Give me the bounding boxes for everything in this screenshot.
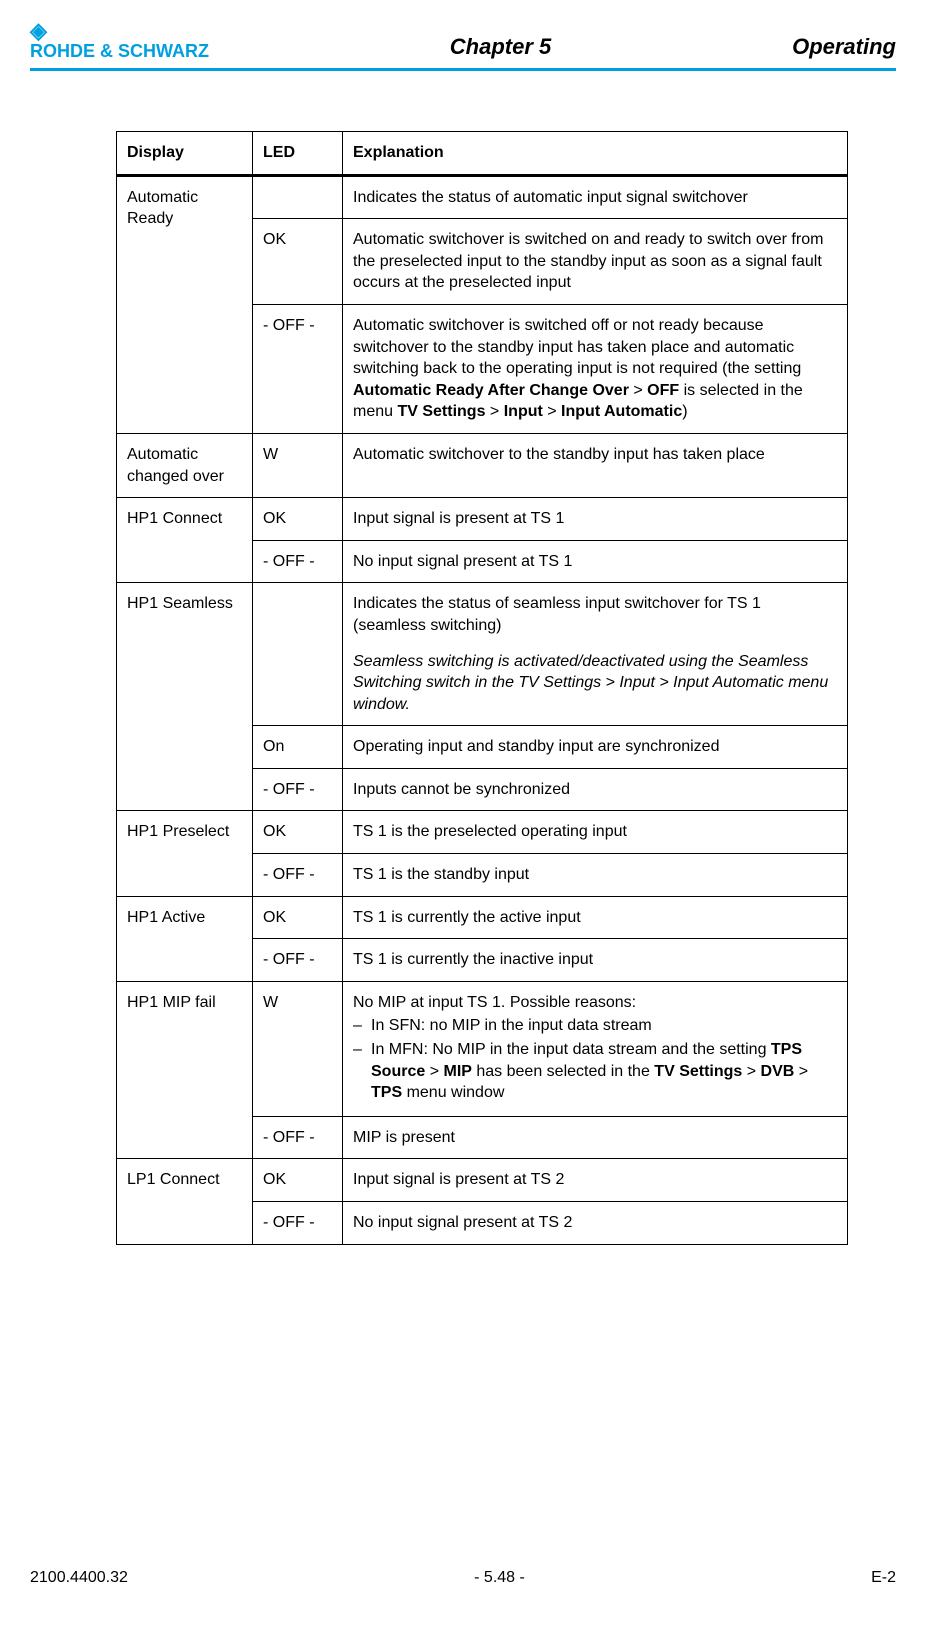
cell-led: - OFF - — [253, 854, 343, 897]
col-display: Display — [117, 132, 253, 176]
chapter-title: Chapter 5 — [450, 34, 551, 60]
cell-led: On — [253, 726, 343, 769]
cell-explanation: Inputs cannot be synchronized — [343, 768, 848, 811]
cell-display: HP1 Connect — [117, 498, 253, 583]
cell-explanation: Input signal is present at TS 2 — [343, 1159, 848, 1202]
text-bold: OFF — [647, 382, 679, 399]
cell-explanation: Automatic switchover to the standby inpu… — [343, 433, 848, 497]
cell-led: - OFF - — [253, 1202, 343, 1245]
table-row: Automatic Ready Indicates the status of … — [117, 175, 848, 219]
table-row: HP1 Connect OK Input signal is present a… — [117, 498, 848, 541]
text: menu window — [402, 1084, 504, 1101]
table-row: Automatic changed over W Automatic switc… — [117, 433, 848, 497]
cell-led: OK — [253, 1159, 343, 1202]
text-bold: TV Settings — [654, 1063, 742, 1080]
reason-list: In SFN: no MIP in the input data stream … — [353, 1015, 837, 1103]
footer-right: E-2 — [871, 1569, 896, 1587]
cell-explanation: TS 1 is currently the inactive input — [343, 939, 848, 982]
text: > — [629, 382, 647, 399]
cell-display: HP1 MIP fail — [117, 981, 253, 1159]
cell-explanation: Indicates the status of seamless input s… — [343, 583, 848, 726]
cell-display: Automatic changed over — [117, 433, 253, 497]
text: In MFN: No MIP in the input data stream … — [371, 1041, 771, 1058]
cell-led: - OFF - — [253, 540, 343, 583]
cell-explanation: Automatic switchover is switched on and … — [343, 219, 848, 305]
cell-led — [253, 175, 343, 219]
cell-explanation: TS 1 is currently the active input — [343, 896, 848, 939]
status-table-wrap: Display LED Explanation Automatic Ready … — [116, 131, 848, 1245]
table-row: HP1 Seamless Indicates the status of sea… — [117, 583, 848, 726]
text-italic: Seamless switching is activated/deactiva… — [353, 651, 837, 716]
text-bold: MIP — [443, 1063, 471, 1080]
spacer — [353, 637, 837, 651]
text: > — [794, 1063, 808, 1080]
text-bold: Input — [504, 403, 543, 420]
page: ◈ ROHDE & SCHWARZ Chapter 5 Operating Di… — [0, 0, 952, 1629]
list-item: In MFN: No MIP in the input data stream … — [353, 1039, 837, 1104]
table-header-row: Display LED Explanation — [117, 132, 848, 176]
text: Automatic switchover is switched off or … — [353, 317, 801, 377]
footer-left: 2100.4400.32 — [30, 1569, 128, 1587]
text-bold: TV Settings — [397, 403, 485, 420]
text-bold: TPS — [371, 1084, 402, 1101]
cell-led: OK — [253, 811, 343, 854]
cell-led: W — [253, 981, 343, 1116]
text-bold: Input Automatic — [561, 403, 682, 420]
cell-led: - OFF - — [253, 768, 343, 811]
cell-led: - OFF - — [253, 939, 343, 982]
cell-led: OK — [253, 219, 343, 305]
list-item: In SFN: no MIP in the input data stream — [353, 1015, 837, 1037]
text: ) — [682, 403, 687, 420]
cell-explanation: TS 1 is the preselected operating input — [343, 811, 848, 854]
text: No MIP at input TS 1. Possible reasons: — [353, 992, 837, 1014]
cell-led: - OFF - — [253, 304, 343, 433]
cell-explanation: No MIP at input TS 1. Possible reasons: … — [343, 981, 848, 1116]
cell-explanation: MIP is present — [343, 1116, 848, 1159]
text: > — [742, 1063, 760, 1080]
cell-display: HP1 Seamless — [117, 583, 253, 811]
text: Indicates the status of seamless input s… — [353, 593, 837, 636]
text: > — [543, 403, 561, 420]
cell-led: - OFF - — [253, 1116, 343, 1159]
cell-explanation: No input signal present at TS 1 — [343, 540, 848, 583]
cell-led: OK — [253, 498, 343, 541]
col-explanation: Explanation — [343, 132, 848, 176]
table-row: HP1 Preselect OK TS 1 is the preselected… — [117, 811, 848, 854]
cell-display: HP1 Active — [117, 896, 253, 981]
text-bold: DVB — [761, 1063, 795, 1080]
footer-center: - 5.48 - — [474, 1569, 525, 1587]
section-title: Operating — [792, 34, 896, 60]
cell-explanation: Input signal is present at TS 1 — [343, 498, 848, 541]
table-row: HP1 Active OK TS 1 is currently the acti… — [117, 896, 848, 939]
col-led: LED — [253, 132, 343, 176]
logo-text: ROHDE & SCHWARZ — [30, 42, 209, 60]
text: has been selected in the — [472, 1063, 654, 1080]
cell-led: OK — [253, 896, 343, 939]
cell-led: W — [253, 433, 343, 497]
text: > — [485, 403, 503, 420]
table-row: HP1 MIP fail W No MIP at input TS 1. Pos… — [117, 981, 848, 1116]
cell-display: HP1 Preselect — [117, 811, 253, 896]
cell-display: LP1 Connect — [117, 1159, 253, 1244]
page-footer: 2100.4400.32 - 5.48 - E-2 — [30, 1569, 896, 1587]
cell-explanation: Automatic switchover is switched off or … — [343, 304, 848, 433]
text: > — [425, 1063, 443, 1080]
text-bold: Automatic Ready After Change Over — [353, 382, 629, 399]
cell-explanation: TS 1 is the standby input — [343, 854, 848, 897]
cell-explanation: No input signal present at TS 2 — [343, 1202, 848, 1245]
cell-display: Automatic Ready — [117, 175, 253, 433]
table-row: LP1 Connect OK Input signal is present a… — [117, 1159, 848, 1202]
cell-explanation: Indicates the status of automatic input … — [343, 175, 848, 219]
header-rule — [30, 68, 896, 71]
logo: ◈ ROHDE & SCHWARZ — [30, 20, 209, 60]
logo-icon: ◈ — [30, 20, 47, 42]
page-header: ◈ ROHDE & SCHWARZ Chapter 5 Operating — [30, 20, 896, 66]
cell-led — [253, 583, 343, 726]
status-table: Display LED Explanation Automatic Ready … — [116, 131, 848, 1245]
cell-explanation: Operating input and standby input are sy… — [343, 726, 848, 769]
